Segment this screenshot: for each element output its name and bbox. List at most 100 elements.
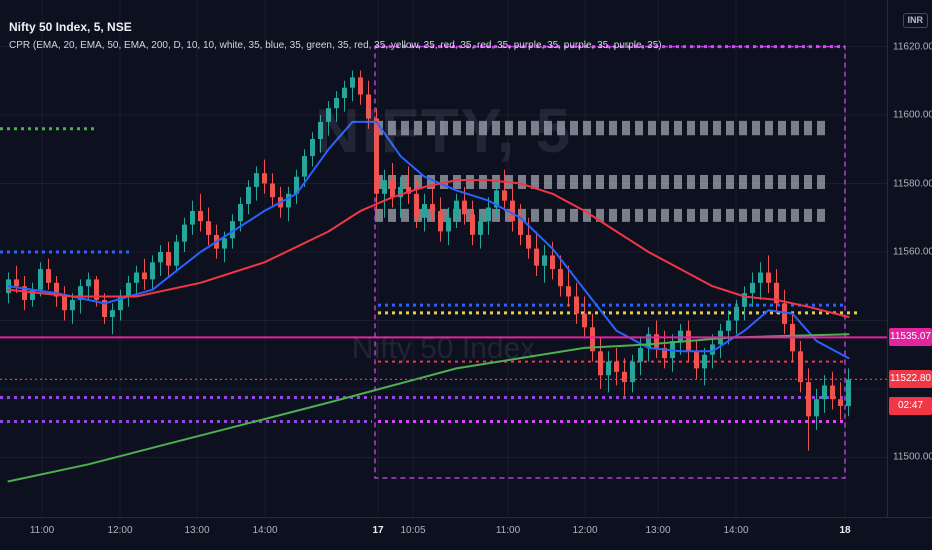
candle (118, 289, 123, 321)
candle (422, 193, 427, 232)
time-axis-label: 14:00 (723, 525, 749, 536)
time-axis-label: 13:00 (184, 525, 210, 536)
candle (198, 193, 203, 232)
candle (822, 375, 827, 413)
candle (742, 286, 747, 321)
candle (470, 200, 475, 246)
candle (838, 382, 843, 420)
candle (182, 217, 187, 252)
time-axis-label: 14:00 (252, 525, 278, 536)
candle (286, 186, 291, 222)
price-axis-label: 11620.00 (893, 41, 932, 53)
time-axis-label: 11:00 (29, 525, 55, 536)
price-axis[interactable]: INR 11620.00 11600.00 11580.00 11560.00 1150… (887, 0, 932, 517)
candle (486, 197, 491, 235)
candle (54, 276, 59, 307)
time-axis-label: 11:00 (495, 525, 521, 536)
candle (670, 334, 675, 372)
ema-line-ema-20 (7, 120, 850, 360)
candle (446, 207, 451, 246)
candle (734, 299, 739, 335)
cpr-bands (375, 120, 830, 222)
candle (294, 169, 299, 205)
candle (726, 310, 731, 345)
candle (678, 323, 683, 355)
candle (350, 70, 355, 102)
candle (326, 101, 331, 136)
candle (70, 293, 75, 324)
bar-countdown-badge: 02:47 (889, 397, 932, 416)
candle (702, 347, 707, 386)
candle (438, 197, 443, 242)
candle (606, 351, 611, 393)
candle (390, 163, 395, 208)
candle (582, 296, 587, 338)
symbol-title[interactable]: Nifty 50 Index, 5, NSE (9, 20, 132, 34)
candle (246, 180, 251, 215)
indicator-legend-cpr[interactable]: CPR (EMA, 20, EMA, 50, EMA, 200, D, 10, … (9, 40, 662, 51)
pivot-price-badge: 11535.07 (889, 328, 932, 347)
price-chart-canvas[interactable] (0, 0, 887, 517)
gridlines (0, 0, 887, 517)
price-axis-label: 11600.00 (893, 109, 932, 121)
candle (150, 255, 155, 290)
candle (158, 245, 163, 276)
candle (518, 204, 523, 246)
candle (110, 303, 115, 335)
candle (494, 180, 499, 218)
candle (166, 241, 171, 276)
candle (302, 149, 307, 187)
candle (558, 255, 563, 297)
candle (534, 231, 539, 276)
price-axis-label: 11500.00 (893, 451, 932, 463)
candle (126, 276, 131, 307)
candle (598, 337, 603, 389)
price-axis-label: 11560.00 (893, 246, 932, 258)
candle (830, 371, 835, 410)
time-axis-label: 13:00 (645, 525, 671, 536)
candle (22, 276, 27, 311)
time-axis-day-label: 18 (839, 525, 851, 536)
price-axis-label: 11580.00 (893, 178, 932, 189)
time-axis-day-label: 17 (372, 525, 384, 536)
candle (806, 368, 811, 451)
candle (510, 186, 515, 232)
cpr-levels (0, 45, 860, 423)
candle (86, 272, 91, 300)
candle (814, 388, 819, 430)
candle (358, 70, 363, 105)
day-range-box (374, 45, 846, 479)
candle (206, 207, 211, 246)
currency-label[interactable]: INR (902, 13, 928, 28)
candle (846, 368, 851, 417)
candle (254, 166, 259, 201)
time-axis-label: 12:00 (572, 525, 598, 536)
candle (30, 282, 35, 307)
candle (102, 293, 107, 324)
candle (654, 320, 659, 359)
ema-line-ema-50 (7, 179, 850, 318)
candle (622, 358, 627, 396)
candle (542, 245, 547, 283)
candle (406, 166, 411, 205)
candle (374, 108, 379, 211)
time-axis-label: 12:00 (107, 525, 133, 536)
candle (694, 341, 699, 379)
candle (382, 169, 387, 218)
candle (414, 180, 419, 228)
candle (14, 265, 19, 294)
candle (750, 272, 755, 307)
time-axis-label: 10:05 (400, 525, 426, 536)
candle (262, 159, 267, 194)
candle (174, 234, 179, 273)
candle (478, 210, 483, 249)
time-axis[interactable]: 11:00 12:00 13:00 14:00 17 10:05 11:00 12:00 13:… (0, 517, 932, 550)
candle (62, 286, 67, 321)
last-price-badge: 11522.80 (889, 370, 932, 389)
candle (758, 262, 763, 300)
candle (190, 200, 195, 235)
candle (574, 282, 579, 324)
chart-pane[interactable]: NIFTY, 5 Nifty 50 Index Nifty 50 Index, … (0, 0, 887, 517)
candle (270, 173, 275, 208)
